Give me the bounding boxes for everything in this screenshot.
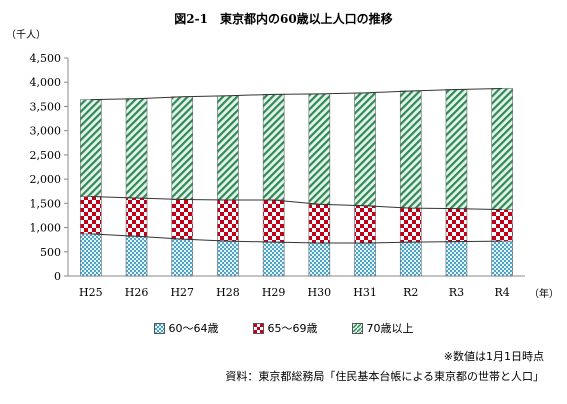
legend-label-70plus: 70歳以上 [366,322,414,335]
bar-segment-H29-s2 [262,94,285,201]
bar-segment-H27-s2 [171,96,194,200]
bar-segment-H27-s0 [171,238,194,277]
series-trend-line-s2 [90,88,503,101]
bar-segment-R4-s1 [491,209,513,242]
x-tick-label: H26 [125,286,149,299]
series-trend-line-s1 [90,196,503,211]
bar-segment-H31-s1 [354,205,376,244]
x-tick-label: R4 [495,286,510,299]
series-trend-line-s0 [90,233,503,244]
y-axis-unit-label: （千人） [6,30,46,41]
legend-label-60-64: 60～64歳 [168,322,219,335]
y-tick-label: 3,500 [30,100,62,113]
x-tick-label: H25 [79,286,103,299]
footnote: ※数値は1月1日時点 [443,350,544,363]
legend-item-60-64: 60～64歳 [153,320,219,336]
y-tick-label: 0 [54,270,61,283]
bar-segment-H28-s2 [217,95,239,201]
bar-segment-H31-s0 [354,242,376,277]
bar-segment-R4-s2 [491,88,513,210]
bar-segment-R3-s1 [445,208,468,242]
chart-legend: 60～64歳 65～69歳 70歳以上 [0,320,567,336]
bar-segment-H25-s2 [80,99,102,197]
x-tick-label: H27 [170,286,194,299]
x-axis-unit-label: （年） [529,289,559,300]
legend-item-65-69: 65～69歳 [252,320,318,336]
legend-label-65-69: 65～69歳 [267,322,318,335]
y-tick-label: 4,500 [30,52,62,65]
bar-segment-H28-s0 [217,240,239,277]
bar-segment-R2-s1 [399,207,422,243]
bar-segment-H30-s2 [308,93,331,205]
x-tick-label: H31 [353,286,377,299]
bar-segment-H26-s2 [125,98,148,199]
legend-swatch-60-64 [153,322,165,334]
x-tick-label: R2 [403,286,418,299]
y-tick-label: 4,000 [30,76,62,89]
bar-segment-H30-s0 [308,242,331,277]
source-note: 資料：東京都総務局「住民基本台帳による東京都の世帯と人口」 [225,370,544,383]
bar-segment-R2-s0 [399,241,422,277]
bar-segment-H31-s2 [354,92,376,207]
bar-segment-R3-s0 [445,241,468,277]
bar-segment-R4-s0 [491,240,513,277]
legend-swatch-65-69 [252,322,264,334]
x-tick-label: H29 [262,286,286,299]
bar-segment-R2-s2 [399,90,422,209]
chart-title: 図2-1 東京都内の60歳以上人口の推移 [174,12,393,26]
legend-swatch-70plus [351,322,363,334]
y-tick-label: 3,000 [30,125,62,138]
bar-segment-H26-s1 [125,197,148,237]
bar-segment-H27-s1 [171,199,194,240]
y-tick-label: 2,500 [30,149,62,162]
legend-item-70plus: 70歳以上 [351,320,414,336]
bar-segment-H25-s1 [80,196,102,235]
bar-segment-H25-s0 [80,233,102,277]
bar-segment-H29-s1 [262,199,285,243]
y-tick-label: 2,000 [30,173,62,186]
bar-segment-H29-s0 [262,241,285,277]
y-tick-label: 1,000 [30,222,62,235]
y-tick-label: 500 [40,246,61,259]
x-tick-label: H30 [308,286,332,299]
bar-segment-H30-s1 [308,204,331,244]
bar-segment-H28-s1 [217,199,239,242]
bar-segment-H26-s0 [125,235,148,277]
y-tick-label: 1,500 [30,197,62,210]
bar-segment-R3-s2 [445,89,468,209]
x-tick-label: H28 [216,286,240,299]
x-tick-label: R3 [449,286,464,299]
